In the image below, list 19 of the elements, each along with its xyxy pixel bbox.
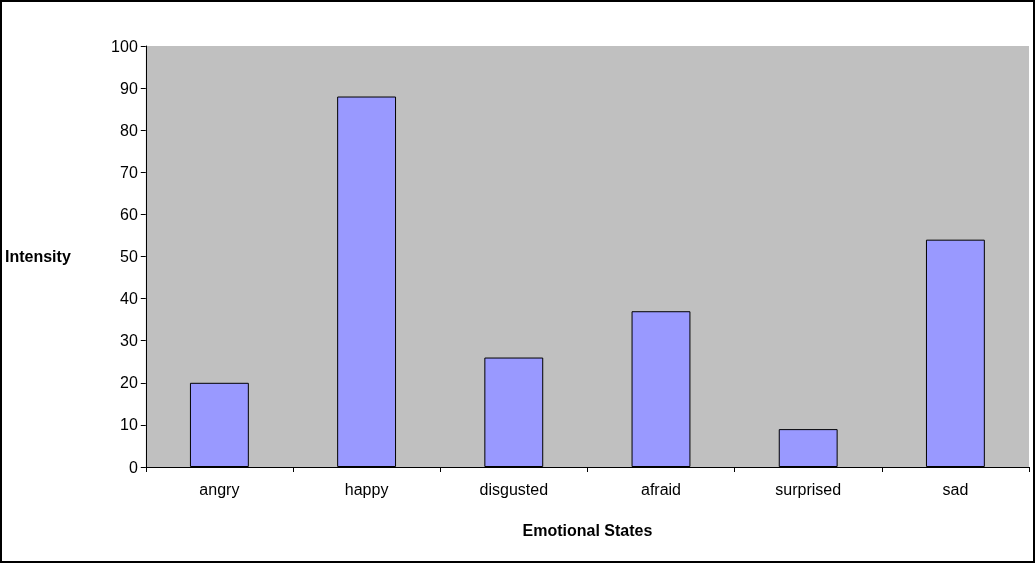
x-tick-label: angry	[199, 480, 240, 498]
y-tick-label: 70	[119, 163, 138, 181]
y-axis-title: Intensity	[4, 248, 71, 265]
x-tick-label: happy	[344, 480, 389, 498]
x-axis-title: Emotional States	[522, 521, 653, 539]
x-tick-label: disgusted	[479, 480, 549, 498]
y-tick-label: 30	[119, 332, 138, 350]
y-tick-label: 20	[119, 374, 138, 392]
x-tick-label: surprised	[775, 480, 842, 498]
y-tick-label: 60	[119, 205, 138, 223]
y-tick-label: 40	[119, 290, 138, 308]
x-tick-label: sad	[942, 480, 969, 498]
y-tick-label: 50	[119, 248, 138, 265]
x-tick-label: afraid	[640, 480, 682, 498]
y-tick-label: 100	[111, 37, 138, 55]
y-tick-label: 10	[119, 416, 138, 434]
y-tick-label: 90	[119, 79, 138, 97]
y-tick-label: 0	[128, 458, 138, 476]
y-tick-label: 80	[119, 121, 138, 139]
